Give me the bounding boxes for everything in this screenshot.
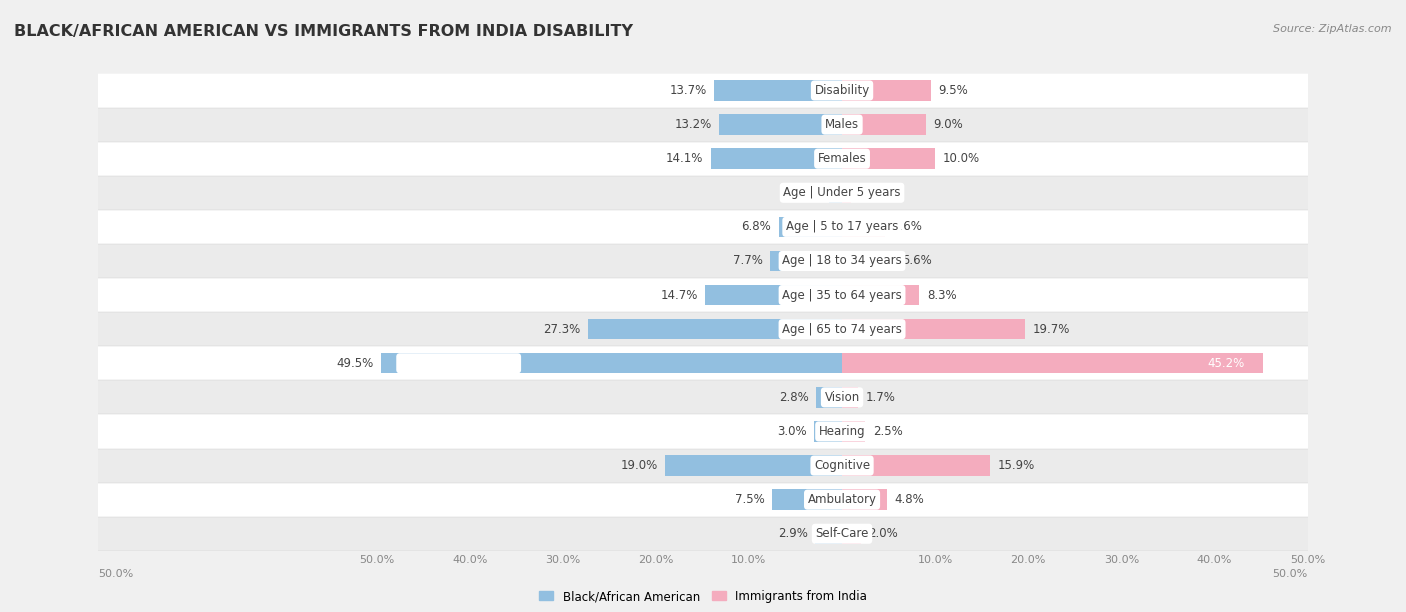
Text: Age | Under 5 years: Age | Under 5 years bbox=[783, 186, 901, 200]
Text: 13.7%: 13.7% bbox=[669, 84, 707, 97]
Text: 1.0%: 1.0% bbox=[859, 186, 889, 200]
Text: 2.8%: 2.8% bbox=[779, 391, 808, 404]
Text: 1.4%: 1.4% bbox=[792, 186, 821, 200]
Bar bbox=[842, 149, 935, 169]
Text: 50.0%: 50.0% bbox=[1272, 569, 1308, 579]
Text: 13.2%: 13.2% bbox=[675, 118, 711, 131]
Text: Age | 65 to 74 years: Age | 65 to 74 years bbox=[782, 323, 903, 335]
Bar bbox=[711, 149, 842, 169]
Text: Age | 35 to 64 years: Age | 35 to 64 years bbox=[782, 289, 901, 302]
Text: 9.0%: 9.0% bbox=[934, 118, 963, 131]
Bar bbox=[718, 114, 842, 135]
Bar bbox=[830, 182, 842, 203]
Text: Disability: Disability bbox=[814, 84, 870, 97]
Text: 2.9%: 2.9% bbox=[778, 528, 807, 540]
Bar bbox=[706, 285, 842, 305]
Bar bbox=[98, 108, 1308, 141]
Bar bbox=[98, 244, 1308, 278]
Text: Age | 18 to 34 years: Age | 18 to 34 years bbox=[782, 255, 901, 267]
Text: Ambulatory: Ambulatory bbox=[807, 493, 876, 506]
Text: 15.9%: 15.9% bbox=[997, 459, 1035, 472]
Text: 7.5%: 7.5% bbox=[735, 493, 765, 506]
Text: BLACK/AFRICAN AMERICAN VS IMMIGRANTS FROM INDIA DISABILITY: BLACK/AFRICAN AMERICAN VS IMMIGRANTS FRO… bbox=[14, 24, 633, 40]
Bar bbox=[98, 449, 1308, 483]
Text: 7.7%: 7.7% bbox=[733, 255, 763, 267]
Bar bbox=[842, 455, 990, 476]
Bar bbox=[842, 217, 884, 237]
Text: 1.7%: 1.7% bbox=[865, 391, 896, 404]
Text: 2.0%: 2.0% bbox=[868, 528, 898, 540]
Bar bbox=[98, 483, 1308, 517]
Text: 10.0%: 10.0% bbox=[942, 152, 980, 165]
Text: 9.5%: 9.5% bbox=[938, 84, 967, 97]
Bar bbox=[815, 387, 842, 408]
Bar bbox=[98, 517, 1308, 551]
Bar bbox=[814, 421, 842, 442]
Text: 19.0%: 19.0% bbox=[620, 459, 658, 472]
Bar bbox=[842, 251, 894, 271]
Bar bbox=[98, 414, 1308, 449]
Text: Age | Over 75 years: Age | Over 75 years bbox=[399, 357, 517, 370]
Text: Vision: Vision bbox=[824, 391, 859, 404]
Bar bbox=[842, 80, 931, 101]
Text: 27.3%: 27.3% bbox=[543, 323, 581, 335]
Bar bbox=[381, 353, 842, 373]
Bar bbox=[815, 523, 842, 544]
Text: 8.3%: 8.3% bbox=[927, 289, 956, 302]
Bar bbox=[98, 210, 1308, 244]
Text: 14.7%: 14.7% bbox=[661, 289, 697, 302]
Bar bbox=[842, 387, 858, 408]
Text: 5.6%: 5.6% bbox=[901, 255, 931, 267]
Bar bbox=[842, 182, 852, 203]
Text: Age | 5 to 17 years: Age | 5 to 17 years bbox=[786, 220, 898, 233]
Bar bbox=[779, 217, 842, 237]
Text: Hearing: Hearing bbox=[818, 425, 865, 438]
Bar bbox=[98, 73, 1308, 108]
Text: 50.0%: 50.0% bbox=[98, 569, 134, 579]
Text: 4.6%: 4.6% bbox=[893, 220, 922, 233]
Text: 6.8%: 6.8% bbox=[741, 220, 772, 233]
Text: 19.7%: 19.7% bbox=[1033, 323, 1070, 335]
Bar bbox=[98, 278, 1308, 312]
Bar bbox=[98, 312, 1308, 346]
Text: 45.2%: 45.2% bbox=[1206, 357, 1244, 370]
Text: Self-Care: Self-Care bbox=[815, 528, 869, 540]
Bar bbox=[714, 80, 842, 101]
Bar bbox=[842, 285, 920, 305]
Text: 4.8%: 4.8% bbox=[894, 493, 924, 506]
Bar bbox=[842, 114, 925, 135]
Bar bbox=[98, 141, 1308, 176]
Bar bbox=[98, 346, 1308, 380]
Bar bbox=[842, 421, 865, 442]
Bar bbox=[842, 353, 1263, 373]
Bar bbox=[842, 523, 860, 544]
Bar bbox=[842, 490, 887, 510]
Text: Source: ZipAtlas.com: Source: ZipAtlas.com bbox=[1274, 24, 1392, 34]
Bar bbox=[842, 319, 1025, 340]
Bar bbox=[98, 380, 1308, 414]
Bar bbox=[772, 490, 842, 510]
Text: 3.0%: 3.0% bbox=[778, 425, 807, 438]
Text: Females: Females bbox=[818, 152, 866, 165]
Text: 14.1%: 14.1% bbox=[666, 152, 703, 165]
Text: 49.5%: 49.5% bbox=[336, 357, 374, 370]
Bar bbox=[98, 176, 1308, 210]
Legend: Black/African American, Immigrants from India: Black/African American, Immigrants from … bbox=[534, 585, 872, 608]
Text: 2.5%: 2.5% bbox=[873, 425, 903, 438]
Bar bbox=[770, 251, 842, 271]
Text: Cognitive: Cognitive bbox=[814, 459, 870, 472]
Bar bbox=[665, 455, 842, 476]
Text: Males: Males bbox=[825, 118, 859, 131]
Bar bbox=[588, 319, 842, 340]
